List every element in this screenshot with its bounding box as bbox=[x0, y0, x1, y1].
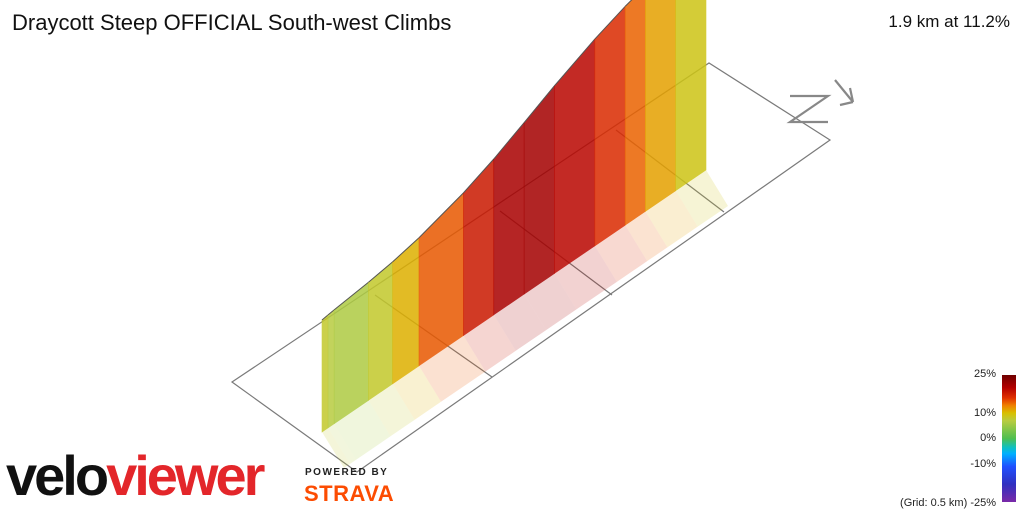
profile-top-edge bbox=[321, 314, 329, 321]
gradient-legend-bar bbox=[1002, 375, 1016, 502]
veloviewer-logo: veloviewer bbox=[6, 448, 265, 504]
profile-top-edge bbox=[624, 0, 633, 7]
legend-label-25: 25% bbox=[973, 368, 996, 380]
profile-segment bbox=[368, 261, 394, 401]
profile-shadow-segment bbox=[675, 170, 728, 227]
profile-top-edge bbox=[392, 237, 420, 263]
legend-label-minus10: -10% bbox=[970, 458, 996, 470]
strava-logo: STRAVA bbox=[304, 481, 395, 506]
profile-shadow-segment bbox=[463, 314, 516, 372]
profile-top-edge bbox=[368, 261, 394, 283]
profile-top-edge bbox=[463, 158, 495, 194]
profile-top-edge bbox=[554, 38, 596, 87]
logo-velo: velo bbox=[6, 444, 109, 507]
profile-segment bbox=[554, 38, 596, 274]
profile-shadow-segment bbox=[368, 383, 415, 437]
profile-shadow-segment bbox=[625, 211, 668, 262]
profile-segment bbox=[321, 314, 329, 433]
profile-shadow-segment bbox=[419, 335, 486, 402]
profile-shadow-segment bbox=[334, 400, 391, 460]
profile-segment bbox=[333, 281, 369, 425]
profile-shadow-segment bbox=[645, 190, 698, 248]
climb-summary: 1.9 km at 11.2% bbox=[888, 12, 1010, 31]
profile-segment bbox=[463, 158, 495, 337]
legend-label-0: 0% bbox=[980, 432, 996, 444]
profile-shadow-segment bbox=[493, 294, 547, 351]
profile-segment bbox=[594, 5, 626, 247]
powered-by-label: POWERED BY bbox=[305, 467, 389, 478]
profile-segment bbox=[418, 192, 464, 367]
profile-top-edge bbox=[418, 192, 464, 239]
profile-top-edge bbox=[327, 309, 335, 316]
logo-viewer: viewer bbox=[106, 444, 265, 507]
chart-title: Draycott Steep OFFICIAL South-west Climb… bbox=[12, 10, 452, 35]
profile-shadow-segment bbox=[554, 245, 617, 310]
north-arrow-icon bbox=[786, 79, 855, 124]
profile-shadow-segment bbox=[594, 225, 648, 282]
profile-top-edge bbox=[523, 85, 555, 123]
profile-segment bbox=[645, 0, 676, 212]
profile-shadow-segment bbox=[392, 365, 442, 420]
profile-shadow-segment bbox=[328, 423, 357, 464]
legend-label-10: 10% bbox=[973, 407, 996, 419]
profile-segment bbox=[624, 0, 646, 226]
profile-segment bbox=[675, 0, 707, 192]
profile-top-edge bbox=[594, 6, 626, 40]
legend-label-grid: (Grid: 0.5 km) -25% bbox=[900, 497, 996, 509]
profile-segment bbox=[493, 121, 525, 316]
profile-shadow bbox=[322, 170, 728, 468]
profile-top-edge bbox=[333, 281, 369, 311]
profile-top-edge bbox=[493, 122, 525, 160]
profile-segment bbox=[392, 237, 420, 385]
profile-shadow-segment bbox=[322, 427, 351, 468]
profile-shadow-segment bbox=[524, 273, 577, 331]
profile-ribbon bbox=[321, 0, 707, 433]
profile-segment bbox=[327, 309, 335, 429]
